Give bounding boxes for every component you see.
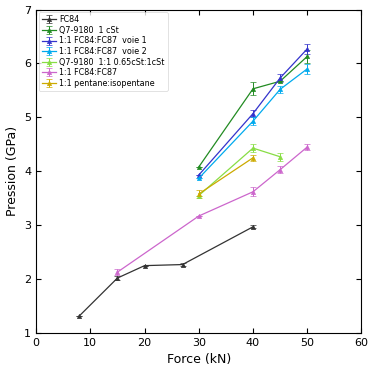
X-axis label: Force (kN): Force (kN) bbox=[167, 353, 231, 366]
Y-axis label: Pression (GPa): Pression (GPa) bbox=[6, 126, 19, 217]
Legend: FC84, Q7-9180  1 cSt, 1:1 FC84:FC87  voie 1, 1:1 FC84:FC87  voie 2, Q7-9180  1:1: FC84, Q7-9180 1 cSt, 1:1 FC84:FC87 voie … bbox=[39, 12, 168, 91]
